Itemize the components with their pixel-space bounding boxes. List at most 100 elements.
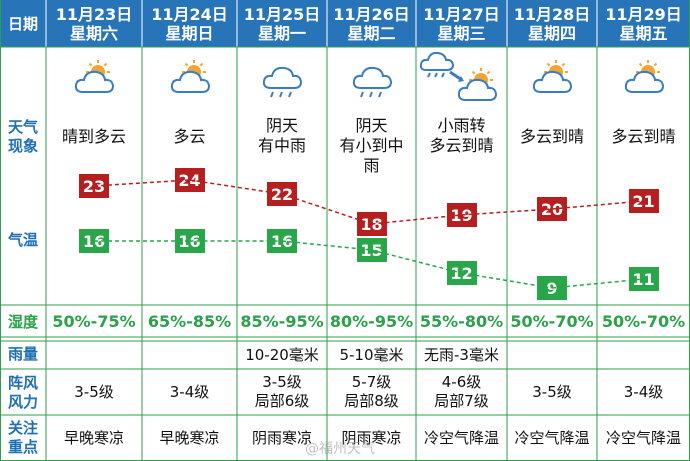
condition-line: 多云到晴 xyxy=(429,136,494,155)
row-label-note-line1: 关注 xyxy=(7,419,38,437)
day-weekday: 星期日 xyxy=(165,23,214,43)
row-label-note: 关注 重点 xyxy=(0,419,46,457)
rainfall-value xyxy=(597,343,690,368)
low-temp-badge: 15 xyxy=(356,238,387,262)
wind-value: 3-5级 xyxy=(507,369,597,415)
rainfall-value xyxy=(46,343,142,368)
wind-line: 3-5级 xyxy=(74,382,114,401)
rain-to-cloudy-icon xyxy=(418,48,504,116)
low-temp-badge: 9 xyxy=(537,276,567,300)
weather-condition: 多云到晴 xyxy=(597,127,690,147)
focus-note: 冷空气降温 xyxy=(514,428,590,447)
partly-cloudy-icon xyxy=(71,58,117,106)
condition-line: 晴到多云 xyxy=(61,127,126,146)
condition-line: 阴天 xyxy=(355,116,388,135)
wind-value: 3-4级 xyxy=(597,369,690,415)
partly-cloudy-icon xyxy=(621,58,667,106)
condition-line: 有小到中 xyxy=(339,136,404,155)
day-header-5: 11月27日 星期三 xyxy=(416,0,507,47)
humidity-value: 85%-95% xyxy=(240,311,324,331)
day-date: 11月25日 xyxy=(243,4,321,24)
weather-condition: 多云 xyxy=(142,127,237,147)
focus-note: 阴雨寒凉 xyxy=(341,428,402,447)
day-header-6: 11月28日 星期四 xyxy=(507,0,597,47)
weather-condition: 小雨转 多云到晴 xyxy=(416,116,507,156)
header-band xyxy=(0,0,690,47)
humidity-value: 50%-70% xyxy=(601,311,686,331)
rainfall-value: 10-20毫米 xyxy=(245,346,319,364)
humidity-value: 50%-70% xyxy=(510,311,594,331)
rain-cloud-icon xyxy=(349,58,395,108)
watermark: @福州天气 xyxy=(305,441,375,457)
day-date: 11月27日 xyxy=(423,4,500,24)
partly-cloudy-icon xyxy=(167,58,213,106)
high-temp-badge: 21 xyxy=(628,189,659,213)
day-weekday: 星期三 xyxy=(437,23,486,43)
humidity-value: 80%-95% xyxy=(329,311,414,331)
row-label-weather-line2: 现象 xyxy=(7,137,38,155)
wind-line: 局部8级 xyxy=(344,392,399,410)
condition-line: 多云到晴 xyxy=(519,127,584,146)
row-label-rain: 雨量 xyxy=(7,345,38,363)
day-date: 11月28日 xyxy=(513,4,591,24)
condition-line: 有中雨 xyxy=(257,136,306,155)
row-label-temperature: 气温 xyxy=(7,231,38,249)
row-label-wind: 阵风 风力 xyxy=(0,374,46,412)
high-temp-badge: 18 xyxy=(356,212,387,236)
wind-line: 局部6级 xyxy=(254,392,310,410)
day-header-7: 11月29日 星期五 xyxy=(597,0,690,47)
day-weekday: 星期一 xyxy=(257,23,306,43)
condition-line: 雨 xyxy=(363,156,380,175)
day-weekday: 星期六 xyxy=(69,23,118,43)
focus-note: 阴雨寒凉 xyxy=(251,428,312,447)
day-header-3: 11月25日 星期一 xyxy=(237,0,327,47)
condition-line: 多云 xyxy=(173,127,206,146)
high-temp-badge: 24 xyxy=(174,168,205,192)
condition-line: 阴天 xyxy=(265,116,298,135)
rainfall-value xyxy=(142,343,237,368)
date-header-label: 日期 xyxy=(7,15,38,33)
low-temp-badge: 16 xyxy=(174,229,205,253)
weather-condition: 晴到多云 xyxy=(46,127,142,147)
rainfall-value: 无雨-3毫米 xyxy=(424,346,499,364)
wind-value: 3-4级 xyxy=(142,369,237,415)
low-temp-badge: 16 xyxy=(79,229,109,253)
focus-note: 冷空气降温 xyxy=(423,428,499,447)
partly-cloudy-icon xyxy=(529,58,575,106)
humidity-value: 55%-80% xyxy=(419,311,504,331)
condition-line: 多云到晴 xyxy=(611,127,676,146)
condition-line: 小雨转 xyxy=(437,116,486,135)
high-temp-badge: 22 xyxy=(267,182,297,206)
wind-line: 3-4级 xyxy=(169,382,210,401)
day-header-2: 11月24日 星期日 xyxy=(142,0,237,47)
row-label-wind-line2: 风力 xyxy=(7,393,38,411)
rainfall-value: 5-10毫米 xyxy=(339,346,404,364)
low-temp-badge: 12 xyxy=(446,261,477,285)
weather-condition: 阴天 有小到中雨 xyxy=(327,116,416,176)
wind-value: 3-5级 xyxy=(46,369,142,415)
row-label-weather: 天气 现象 xyxy=(0,118,46,156)
day-weekday: 星期四 xyxy=(527,23,576,43)
low-temp-badge: 16 xyxy=(267,229,297,253)
weather-condition: 多云到晴 xyxy=(507,127,597,147)
focus-note: 早晚寒凉 xyxy=(63,428,124,447)
weather-condition: 阴天 有中雨 xyxy=(237,116,327,156)
day-date: 11月24日 xyxy=(151,4,228,24)
wind-line: 局部7级 xyxy=(434,392,489,410)
wind-line: 4-6级 xyxy=(441,373,482,391)
wind-value: 4-6级 局部7级 xyxy=(416,369,507,415)
day-date: 11月23日 xyxy=(55,4,133,24)
day-date: 11月26日 xyxy=(333,4,410,24)
day-weekday: 星期五 xyxy=(619,23,668,43)
high-temp-badge: 19 xyxy=(446,203,477,227)
focus-note: 早晚寒凉 xyxy=(159,428,220,447)
high-temp-badge: 23 xyxy=(79,174,109,198)
focus-note: 冷空气降温 xyxy=(605,428,681,447)
wind-line: 5-7级 xyxy=(351,373,392,391)
row-label-weather-line1: 天气 xyxy=(7,118,38,136)
day-header-1: 11月23日 星期六 xyxy=(46,0,142,47)
humidity-value: 65%-85% xyxy=(147,311,232,331)
row-label-humidity: 湿度 xyxy=(7,312,38,331)
rain-cloud-icon xyxy=(259,58,305,108)
wind-value: 3-5级 局部6级 xyxy=(237,369,327,415)
